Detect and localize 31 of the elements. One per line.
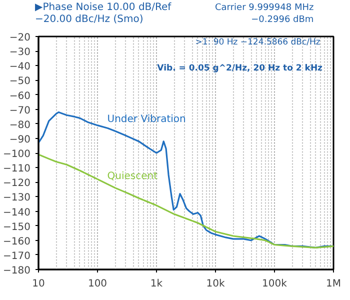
y-tick-label: −150 xyxy=(3,222,31,233)
y-tick-label: −40 xyxy=(9,62,31,73)
y-tick-label: −20 xyxy=(9,32,31,44)
y-tick-label: −100 xyxy=(3,149,31,160)
y-tick-label: −70 xyxy=(9,105,31,116)
y-tick-label: −130 xyxy=(3,192,31,204)
x-tick-label: 1k xyxy=(150,278,163,290)
series-label: Quiescent xyxy=(107,170,158,182)
x-tick-label: 100 xyxy=(88,278,108,290)
y-tick-label: −80 xyxy=(9,120,31,131)
text: Carrier 9.999948 MHz xyxy=(215,3,314,13)
y-tick-label: −30 xyxy=(9,47,31,58)
y-tick-label: −140 xyxy=(3,207,31,218)
x-tick-label: 10k xyxy=(206,278,225,290)
x-tick-label: 1M xyxy=(326,278,342,290)
y-tick-label: −170 xyxy=(3,250,31,262)
x-tick-label: 10 xyxy=(32,278,45,290)
y-tick-label: −50 xyxy=(9,76,31,88)
y-tick-label: −60 xyxy=(9,90,31,102)
text: −0.2996 dBm xyxy=(251,15,314,25)
chart-title: ▶Phase Noise 10.00 dB/Ref xyxy=(35,2,172,13)
x-tick-label: 100k xyxy=(262,278,288,290)
y-tick-label: −180 xyxy=(3,266,31,276)
annotation: Vib. = 0.05 g^2/Hz, 20 Hz to 2 kHz xyxy=(157,64,323,74)
chart-subtitle: −20.00 dBc/Hz (Smo) xyxy=(35,14,144,25)
y-tick-label: −90 xyxy=(9,134,31,146)
series-label: Under Vibration xyxy=(107,114,186,126)
y-tick-label: −120 xyxy=(3,178,31,190)
y-tick-label: −160 xyxy=(3,236,31,248)
annotation: >1: 90 Hz −124.5866 dBc/Hz xyxy=(195,38,321,48)
y-tick-label: −110 xyxy=(3,164,31,175)
